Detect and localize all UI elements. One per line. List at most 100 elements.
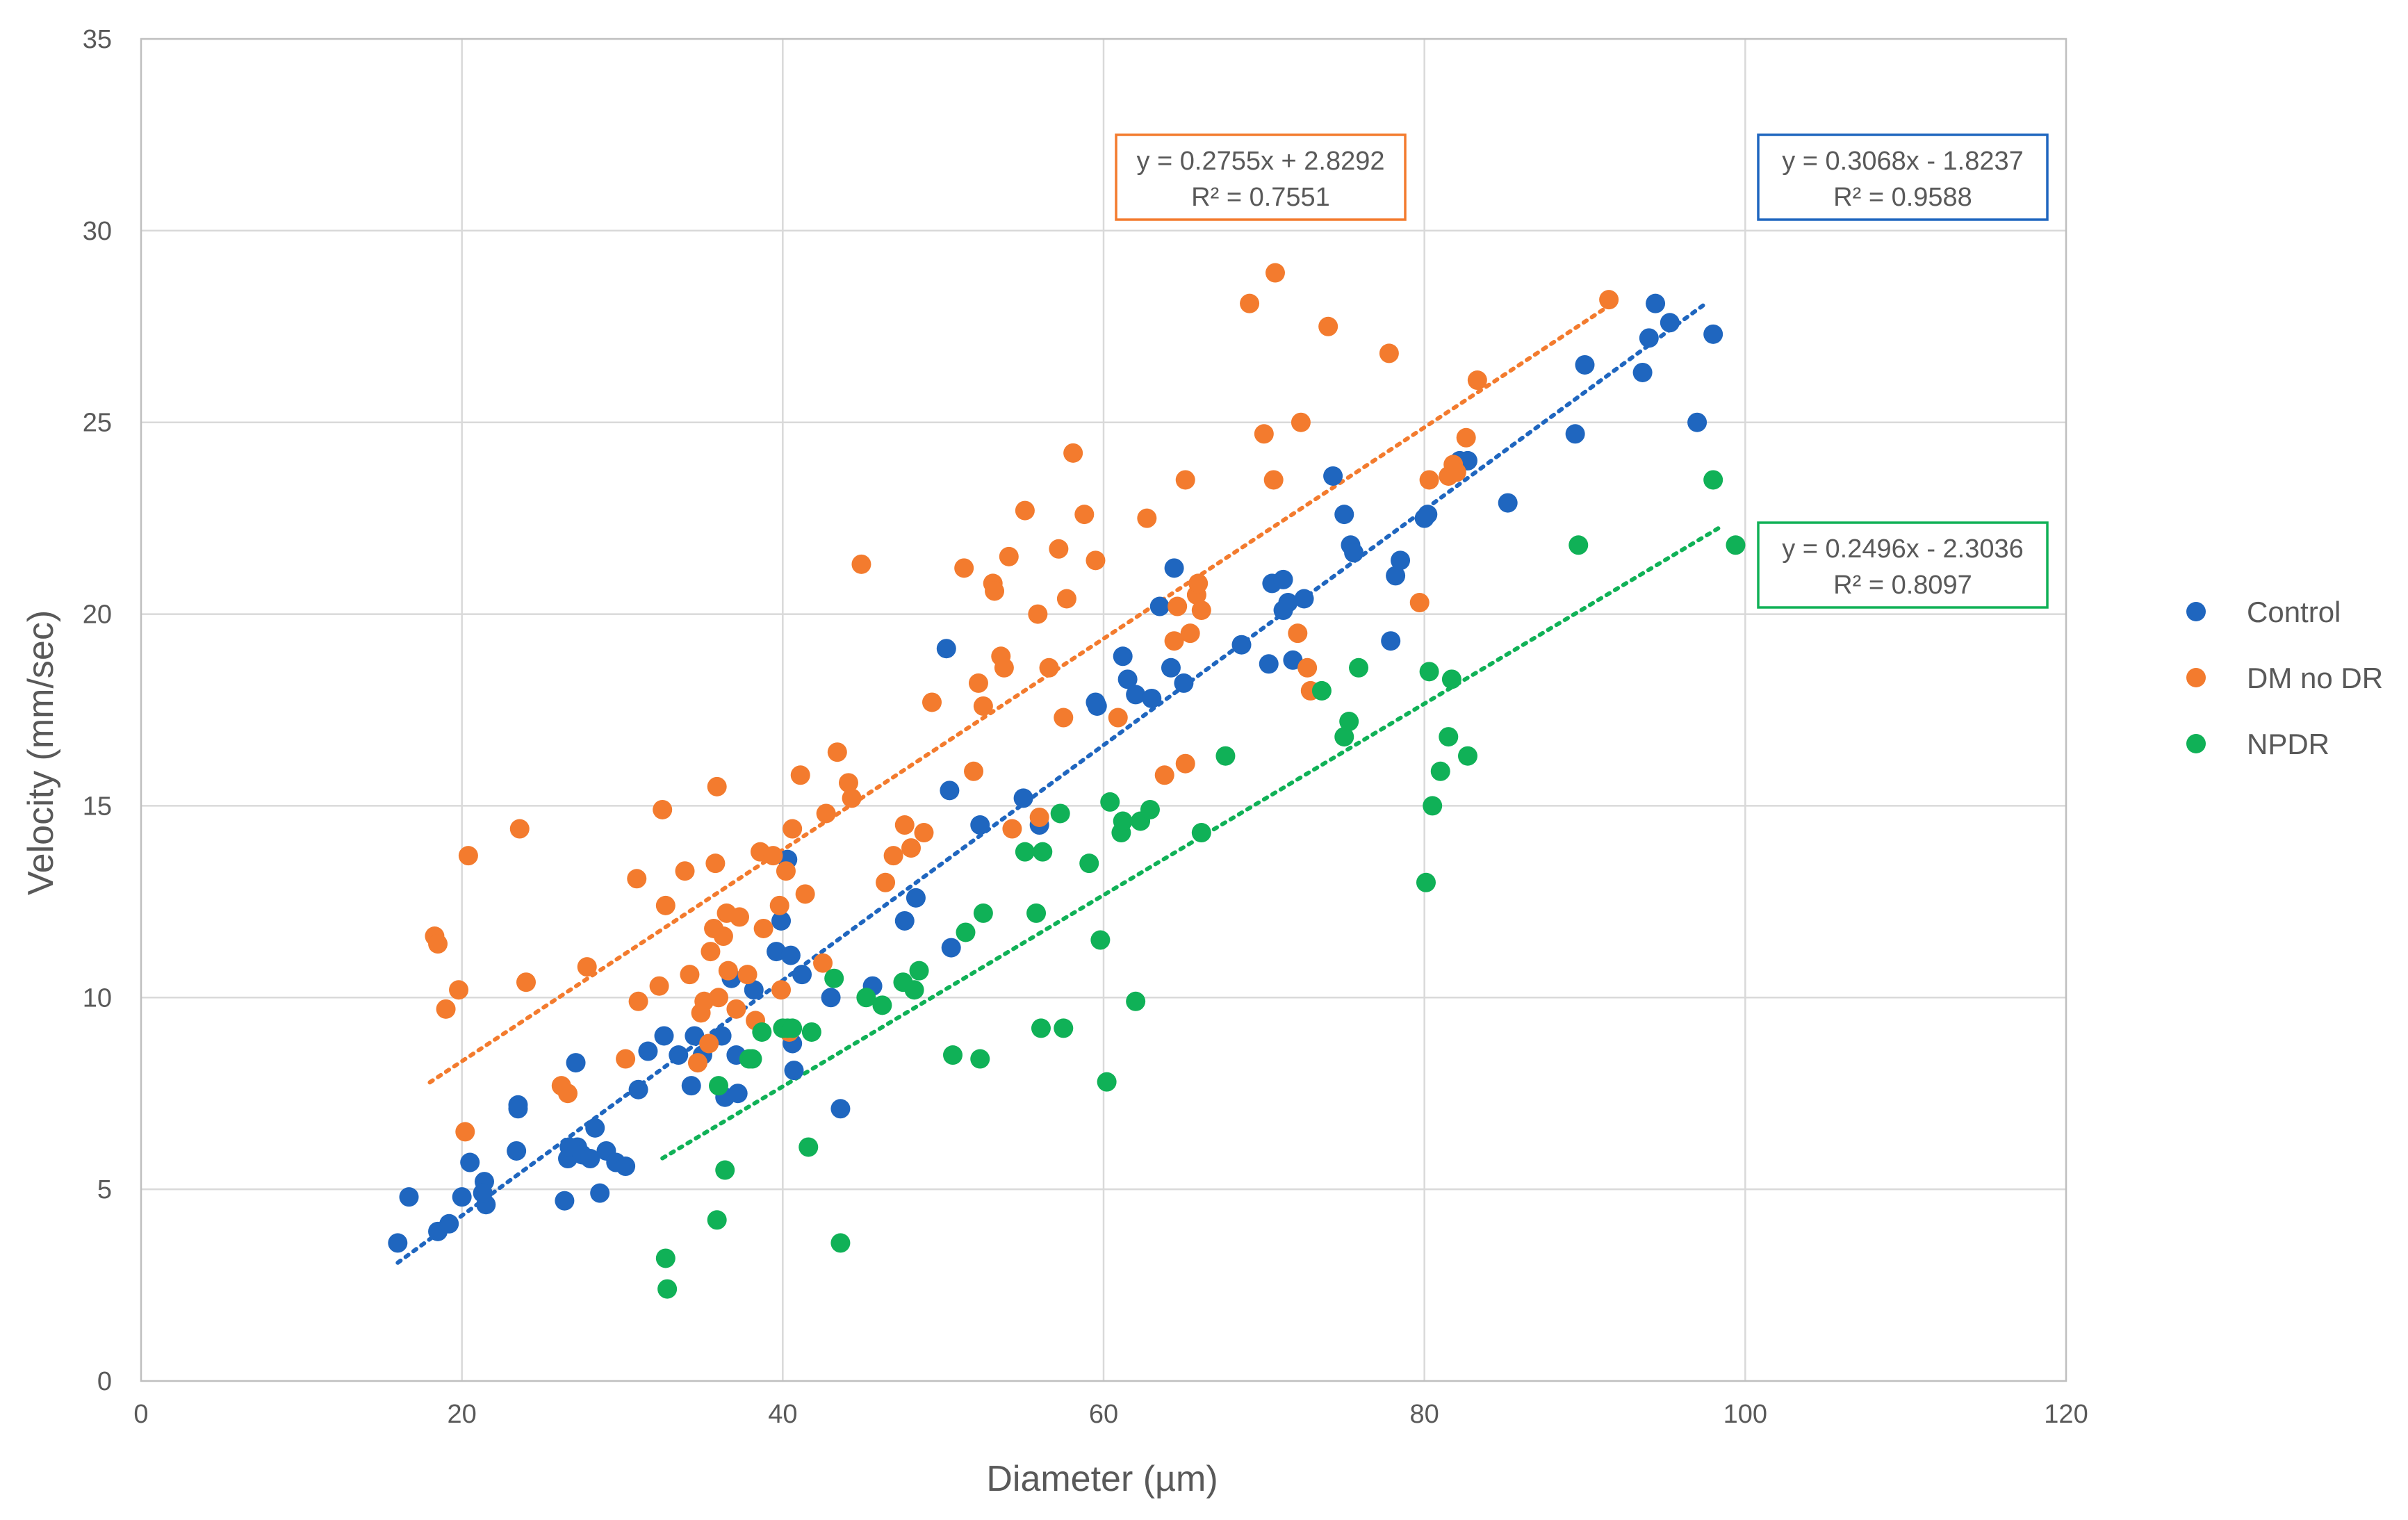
data-point-control [399,1187,419,1207]
data-point-dm-no-dr [701,942,721,962]
data-point-dm-no-dr [709,988,728,1008]
plot-area-border [140,38,2067,1382]
y-tick-label: 20 [83,600,112,630]
data-point-dm-no-dr [653,799,673,819]
data-point-control [1639,328,1659,348]
data-point-dm-no-dr [1446,462,1466,482]
data-point-dm-no-dr [954,558,974,578]
data-point-npdr [1703,470,1723,490]
data-point-npdr [1090,930,1111,950]
data-point-dm-no-dr [1318,316,1338,336]
data-point-npdr [1079,853,1099,874]
data-point-control [1161,657,1181,678]
data-point-dm-no-dr [558,1084,578,1104]
data-point-dm-no-dr [1164,631,1184,651]
data-point-dm-no-dr [876,872,896,892]
data-point-dm-no-dr [730,907,750,927]
y-tick-label: 5 [97,1175,112,1204]
data-point-dm-no-dr [577,957,597,977]
data-point-npdr [1026,903,1047,923]
data-point-npdr [824,968,844,988]
data-point-npdr [856,988,876,1008]
data-point-npdr [742,1049,762,1069]
data-point-dm-no-dr [813,953,833,973]
data-point-control [940,781,960,801]
data-point-dm-no-dr [883,846,903,866]
data-point-dm-no-dr [1191,600,1211,621]
data-point-control [669,1045,689,1065]
data-point-dm-no-dr [1456,427,1476,448]
data-point-control [1126,685,1146,705]
data-point-dm-no-dr [1254,424,1274,444]
data-point-dm-no-dr [455,1122,475,1142]
x-tick-label: 120 [2044,1400,2088,1429]
data-point-control [585,1118,605,1138]
legend: Control DM no DR NPDR [2186,596,2383,760]
trendlines [395,302,1723,1265]
data-point-control [1283,650,1303,670]
data-point-control [941,938,961,958]
x-tick-label: 20 [448,1400,477,1429]
data-point-dm-no-dr [1175,753,1195,774]
data-point-control [1498,493,1518,513]
x-tick-label: 40 [768,1400,797,1429]
data-point-dm-no-dr [616,1049,636,1069]
data-point-dm-no-dr [842,788,862,808]
data-point-npdr [1140,799,1160,819]
data-point-control [566,1053,586,1073]
data-point-control [685,1026,705,1046]
trendline-equation-dm-no-dr: y = 0.2755x + 2.8292 [1136,147,1384,176]
data-point-dm-no-dr [1175,470,1195,490]
legend-label-dm-no-dr: DM no DR [2247,662,2383,694]
data-point-npdr [1419,662,1439,682]
y-tick-label: 10 [83,983,112,1013]
data-point-dm-no-dr [771,980,792,1000]
y-tick-label: 0 [97,1367,112,1396]
data-point-npdr [904,980,924,1000]
data-point-npdr [1334,727,1354,747]
data-point-control [1149,596,1170,616]
data-point-npdr [1015,842,1035,862]
data-point-dm-no-dr [783,819,803,839]
data-point-dm-no-dr [1074,505,1095,525]
data-point-npdr [1126,991,1146,1011]
data-point-control [1117,669,1138,689]
data-point-control [1386,566,1406,586]
data-point-control [830,1099,851,1119]
data-point-npdr [715,1160,735,1180]
x-tick-label: 60 [1089,1400,1118,1429]
legend-label-control: Control [2247,596,2341,628]
data-point-control [1575,354,1595,375]
data-point-npdr [657,1279,678,1299]
data-point-dm-no-dr [1108,708,1128,728]
data-point-dm-no-dr [968,673,988,693]
data-point-dm-no-dr [1599,290,1619,310]
data-point-npdr [956,922,976,942]
legend-label-npdr: NPDR [2247,728,2329,760]
equation-box-control [1757,133,2049,221]
data-point-control [388,1233,408,1253]
data-point-dm-no-dr [922,692,942,712]
data-point-control [1660,313,1680,333]
data-point-control [1381,631,1401,651]
data-point-dm-no-dr [1049,539,1069,559]
trendline-dm-no-dr [427,304,1612,1085]
data-point-dm-no-dr [718,961,738,981]
data-point-npdr [752,1022,772,1042]
data-point-dm-no-dr [516,972,536,992]
data-point-control [1565,424,1585,444]
data-point-control [555,1191,575,1211]
data-point-control [508,1099,528,1119]
data-point-dm-no-dr [628,991,648,1011]
data-point-control [970,815,990,835]
data-point-dm-no-dr [687,1053,707,1073]
data-point-dm-no-dr [1240,293,1260,313]
data-point-control [580,1149,600,1169]
data-point-dm-no-dr [1379,343,1399,363]
data-point-dm-no-dr [1467,370,1487,391]
data-point-npdr [801,1022,821,1042]
data-point-npdr [1423,796,1443,816]
data-point-control [1013,788,1033,808]
data-point-dm-no-dr [655,895,675,915]
trendline-r2-dm-no-dr: R² = 0.7551 [1191,183,1330,212]
